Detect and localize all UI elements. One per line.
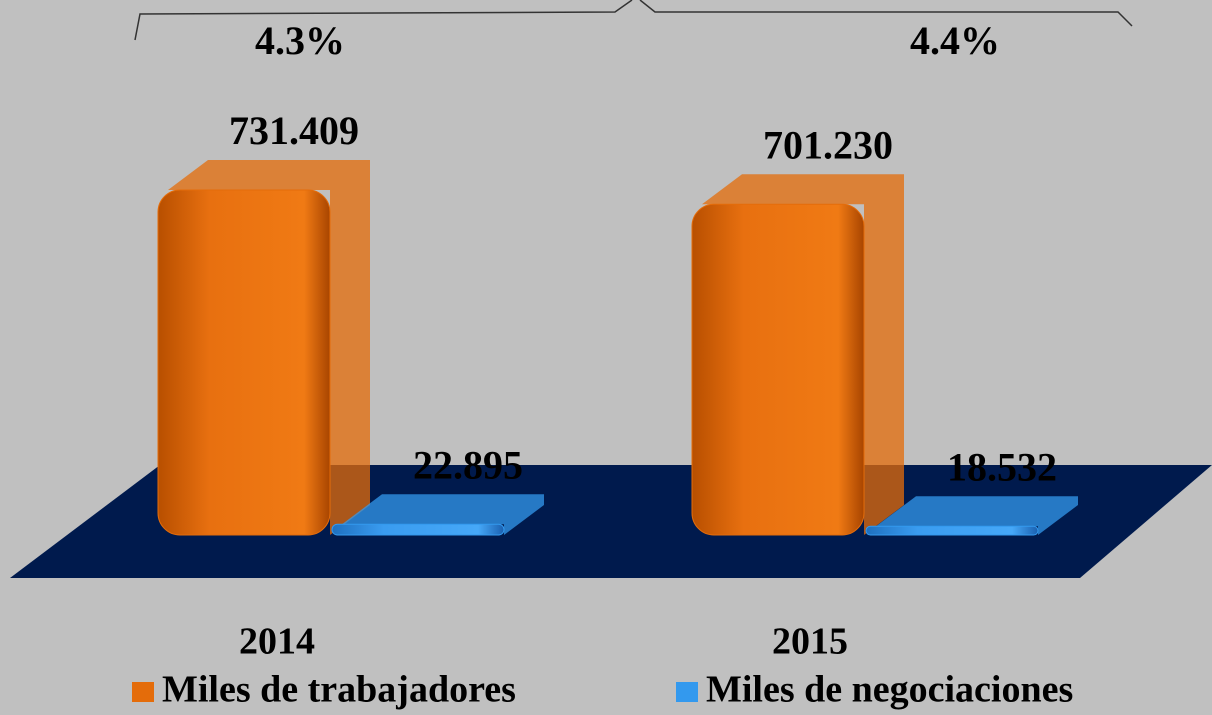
- brace: [639, 0, 1133, 27]
- bars: [157, 160, 1078, 536]
- legend-marker: [676, 682, 698, 702]
- legend-label: Miles de trabajadores: [162, 669, 516, 711]
- bar: [331, 523, 505, 536]
- bar: [865, 525, 1039, 536]
- bar-depth: [168, 160, 370, 535]
- annotation: 4.3%: [255, 18, 345, 63]
- bar-depth: [702, 174, 904, 535]
- legend: Miles de trabajadores Miles de negociaci…: [132, 669, 1073, 711]
- bar: [691, 203, 865, 536]
- bar-depth: [342, 494, 544, 535]
- legend-marker: [132, 682, 154, 702]
- x-tick-label: 2015: [772, 621, 848, 663]
- data-label: 18.532: [947, 444, 1057, 489]
- bar-depth: [876, 496, 1078, 535]
- annotation: 4.4%: [910, 18, 1000, 63]
- data-label: 731.409: [229, 108, 359, 153]
- data-label: 701.230: [763, 122, 893, 167]
- legend-label: Miles de negociaciones: [706, 669, 1073, 711]
- bar: [157, 189, 331, 536]
- x-tick-label: 2014: [239, 621, 315, 663]
- data-label: 22.895: [413, 442, 523, 487]
- brace: [134, 0, 633, 41]
